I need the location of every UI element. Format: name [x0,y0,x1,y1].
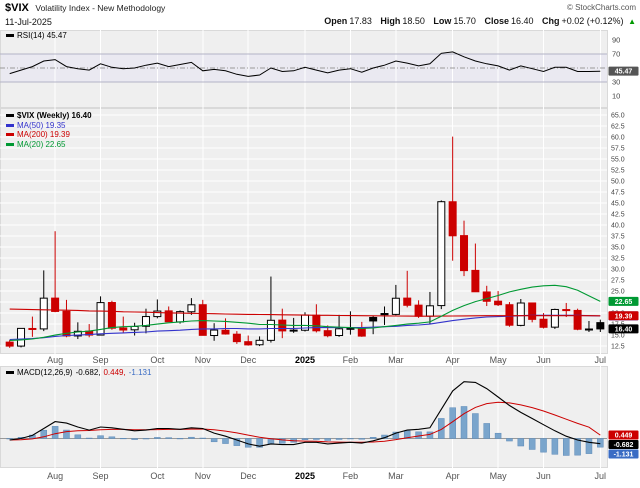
svg-text:19.39: 19.39 [615,313,633,320]
svg-text:12.5: 12.5 [611,344,625,351]
x-axis-label: Apr [445,471,460,481]
change-value: +0.02 (+0.12%) [561,16,624,26]
svg-text:35.0: 35.0 [611,245,625,252]
svg-text:30.0: 30.0 [611,267,625,274]
svg-text:45.47: 45.47 [615,69,633,76]
x-axis-label: 2025 [294,355,316,365]
copyright: © StockCharts.com [566,3,636,12]
svg-text:-0.682: -0.682 [614,442,634,449]
change-label: Chg [542,16,560,26]
x-axis-label: May [489,355,507,365]
x-axis-months-upper: Aug Sep Oct Nov Dec 2025 Feb Mar Apr May Jun Jul [0,355,640,368]
close-label: Close [484,16,509,26]
chart-date: 11-Jul-2025 [5,17,52,27]
x-axis-label: Sep [92,355,109,365]
ohlc-quote: Open 17.83 High 18.50 Low 15.70 Close 16.40 … [318,16,636,26]
rsi-value-tag: 45.47 [608,66,639,76]
svg-text:90: 90 [612,36,620,45]
svg-text:42.5: 42.5 [611,212,625,219]
svg-text:65.0: 65.0 [611,113,625,120]
x-axis-label: Aug [47,355,64,365]
ticker-symbol: $VIX [5,2,29,14]
svg-text:15.0: 15.0 [611,333,625,340]
x-axis-label: Oct [150,471,165,481]
svg-text:55.0: 55.0 [611,157,625,164]
svg-text:32.5: 32.5 [611,256,625,263]
high-value: 18.50 [402,16,425,26]
x-axis-label: Nov [194,471,211,481]
rsi-y-axis-labels: 90 70 30 10 [612,36,620,101]
x-axis-label: Oct [150,355,165,365]
x-axis-label: Mar [388,355,404,365]
rsi-line [9,51,601,77]
rsi-panel: 90 70 30 10 45.47 [0,30,639,108]
x-axis-months-lower: Aug Sep Oct Nov Dec 2025 Feb Mar Apr May Jun Jul [0,471,640,484]
x-axis-label: Apr [445,355,460,365]
x-axis-label: Nov [194,355,211,365]
x-axis-label: Mar [388,471,404,481]
svg-text:50.0: 50.0 [611,179,625,186]
x-axis-label: Dec [240,471,257,481]
change-up-arrow: ▲ [628,17,636,26]
svg-text:-1.131: -1.131 [614,452,634,459]
x-axis-label: May [489,471,507,481]
svg-text:40.0: 40.0 [611,223,625,230]
x-axis-label: Jul [594,471,607,481]
macd-lines [9,381,601,447]
price-panel: 65.0 62.5 60.0 57.5 55.0 52.5 50.0 47.5 45.0 42.5… [0,108,639,354]
low-value: 15.70 [453,16,476,26]
svg-text:45.0: 45.0 [611,201,625,208]
svg-text:0.449: 0.449 [615,433,633,440]
security-name: Volatility Index - New Methodology [35,3,166,13]
macd-value-tags: 0.449 -0.682 -1.131 [608,430,639,459]
title-row: $VIX Volatility Index - New Methodology [5,2,165,14]
x-axis-label: Aug [47,471,64,481]
x-axis-label: Dec [240,355,257,365]
svg-text:10: 10 [612,92,620,101]
x-axis-label: Jun [536,471,551,481]
x-axis-label: Jun [536,355,551,365]
x-axis-label: 2025 [294,471,316,481]
x-axis-label: Feb [342,355,359,365]
high-label: High [380,16,401,26]
svg-text:27.5: 27.5 [611,278,625,285]
svg-text:57.5: 57.5 [611,146,625,153]
x-axis-label: Jul [594,355,607,365]
close-value: 16.40 [510,16,534,26]
svg-text:25.0: 25.0 [611,289,625,296]
svg-text:52.5: 52.5 [611,168,625,175]
macd-histogram [6,406,604,456]
svg-text:70: 70 [612,50,620,59]
svg-text:16.40: 16.40 [615,326,633,333]
macd-panel: 0.449 -0.682 -1.131 [0,366,639,468]
x-axis-label: Feb [342,471,359,481]
ma-lines [9,284,601,341]
svg-text:22.65: 22.65 [615,299,633,306]
svg-text:37.5: 37.5 [611,234,625,241]
low-label: Low [433,16,452,26]
open-value: 17.83 [349,16,372,26]
x-axis-label: Sep [92,471,109,481]
svg-text:60.0: 60.0 [611,135,625,142]
open-label: Open [324,16,348,26]
svg-text:30: 30 [612,78,620,87]
svg-text:47.5: 47.5 [611,190,625,197]
svg-text:62.5: 62.5 [611,124,625,131]
